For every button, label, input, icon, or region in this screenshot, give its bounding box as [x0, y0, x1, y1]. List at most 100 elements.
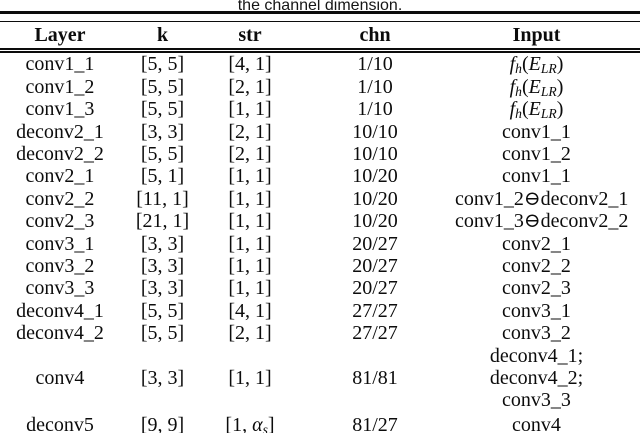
cell-str: [1, 1]: [228, 165, 272, 188]
cell-layer: deconv4_2: [16, 322, 104, 345]
cell-chn: 1/10: [357, 75, 393, 98]
cell-str: [1, 1]: [228, 98, 272, 121]
cell-input: conv3_2: [502, 322, 571, 345]
cell-k: [3, 3]: [140, 255, 185, 278]
cell-layer: conv3_1: [25, 232, 95, 255]
header-row: Layer k str chn Input: [0, 22, 640, 54]
table-row: conv3_1 [3, 3] [1, 1] 20/27 conv2_1: [0, 233, 640, 255]
column-header-input: Input: [455, 22, 640, 54]
cell-input: fh(ELR): [509, 98, 564, 122]
table-row: conv4 [3, 3] [1, 1] 81/81 deconv4_1; deconv4…: [0, 345, 640, 412]
cell-k: [5, 1]: [140, 165, 185, 188]
cell-layer: deconv2_1: [16, 120, 104, 143]
cell-layer: conv1_1: [25, 53, 95, 76]
cell-input: conv2_3: [502, 277, 571, 300]
table-row: conv2_3 [21, 1] [1, 1] 10/20 conv1_3⊖deconv2…: [0, 210, 640, 232]
cell-k: [3, 3]: [140, 232, 185, 255]
table-row: deconv2_2 [5, 5] [2, 1] 10/10 conv1_2: [0, 143, 640, 165]
cell-layer: deconv4_1: [16, 299, 104, 322]
cell-input: conv1_1: [502, 165, 571, 188]
table-row: conv1_2 [5, 5] [2, 1] 1/10 fh(ELR): [0, 76, 640, 98]
cell-input: conv3_1: [502, 299, 571, 322]
cell-input: conv1_2: [502, 143, 571, 166]
cell-input: fh(ELR): [509, 53, 564, 77]
table-row: conv2_1 [5, 1] [1, 1] 10/20 conv1_1: [0, 165, 640, 187]
table-row: conv3_2 [3, 3] [1, 1] 20/27 conv2_2: [0, 255, 640, 277]
table-row: deconv4_2 [5, 5] [2, 1] 27/27 conv3_2: [0, 322, 640, 344]
cell-layer: conv2_2: [25, 187, 95, 210]
cell-input: conv1_3⊖deconv2_2: [455, 210, 629, 233]
cell-str: [1, 1]: [228, 255, 272, 278]
cell-k: [5, 5]: [140, 98, 185, 121]
cell-k: [9, 9]: [140, 413, 185, 433]
cell-chn: 1/10: [357, 98, 393, 121]
table-row: conv1_3 [5, 5] [1, 1] 1/10 fh(ELR): [0, 98, 640, 120]
cell-layer: conv2_1: [25, 165, 95, 188]
cell-input: conv1_1: [502, 120, 571, 143]
cell-layer: conv1_2: [25, 75, 95, 98]
cell-layer: conv4: [35, 367, 85, 390]
cell-k: [21, 1]: [135, 210, 190, 233]
table-row: conv2_2 [11, 1] [1, 1] 10/20 conv1_2⊖deconv2…: [0, 188, 640, 210]
cell-chn: 27/27: [352, 299, 398, 322]
cell-chn: 10/10: [352, 143, 398, 166]
cell-str: [4, 1]: [228, 299, 272, 322]
cell-str: [1, 1]: [228, 277, 272, 300]
cell-chn: 10/20: [352, 210, 398, 233]
table-row: conv3_3 [3, 3] [1, 1] 20/27 conv2_3: [0, 277, 640, 299]
table-row: deconv4_1 [5, 5] [4, 1] 27/27 conv3_1: [0, 300, 640, 322]
cell-chn: 20/27: [352, 232, 398, 255]
network-architecture-table: Layer k str chn Input conv1_1 [5, 5] [4, 1…: [0, 22, 640, 433]
cell-str: [2, 1]: [228, 322, 272, 345]
cell-k: [5, 5]: [140, 53, 185, 76]
cell-str: [1, 1]: [228, 210, 272, 233]
cell-k: [3, 3]: [140, 120, 185, 143]
cell-input: conv4: [512, 413, 561, 433]
cell-str: [1, 1]: [228, 232, 272, 255]
column-header-layer: Layer: [0, 22, 120, 54]
cell-str: [1, αs]: [225, 413, 275, 433]
top-rule-thin: [0, 20, 640, 23]
cell-chn: 27/27: [352, 322, 398, 345]
cell-str: [2, 1]: [228, 120, 272, 143]
cell-chn: 81/81: [352, 367, 398, 390]
table-caption: the channel dimension.: [237, 0, 403, 14]
cell-str: [1, 1]: [228, 187, 272, 210]
cell-k: [5, 5]: [140, 299, 185, 322]
cell-chn: 10/20: [352, 187, 398, 210]
cell-layer: deconv2_2: [16, 143, 104, 166]
cell-input: conv2_2: [502, 255, 571, 278]
cell-input: fh(ELR): [509, 75, 564, 99]
cell-layer: conv1_3: [25, 98, 95, 121]
table-row: deconv5 [9, 9] [1, αs] 81/27 conv4: [0, 412, 640, 433]
cell-chn: 81/27: [352, 413, 398, 433]
table-row: deconv2_1 [3, 3] [2, 1] 10/10 conv1_1: [0, 121, 640, 143]
top-rule-thick: [0, 11, 640, 14]
cell-chn: 1/10: [357, 53, 393, 76]
cell-k: [5, 5]: [140, 143, 185, 166]
cell-chn: 10/10: [352, 120, 398, 143]
cell-k: [3, 3]: [140, 367, 185, 390]
column-header-str: str: [205, 22, 295, 54]
cell-k: [5, 5]: [140, 322, 185, 345]
cell-layer: conv3_2: [25, 255, 95, 278]
cell-input: conv1_2⊖deconv2_1: [455, 187, 629, 210]
cell-k: [3, 3]: [140, 277, 185, 300]
cell-chn: 10/20: [352, 165, 398, 188]
cell-str: [2, 1]: [228, 143, 272, 166]
table-body: conv1_1 [5, 5] [4, 1] 1/10 fh(ELR) conv1_2 [5,…: [0, 51, 640, 433]
cell-k: [5, 5]: [140, 75, 185, 98]
cell-str: [1, 1]: [228, 367, 272, 390]
cell-chn: 20/27: [352, 255, 398, 278]
cell-input: conv2_1: [502, 232, 571, 255]
cell-layer: conv3_3: [25, 277, 95, 300]
column-header-k: k: [120, 22, 205, 54]
column-header-chn: chn: [295, 22, 455, 54]
cell-k: [11, 1]: [136, 187, 189, 210]
cell-chn: 20/27: [352, 277, 398, 300]
cell-str: [2, 1]: [228, 75, 272, 98]
table-row: conv1_1 [5, 5] [4, 1] 1/10 fh(ELR): [0, 51, 640, 76]
cell-layer: conv2_3: [25, 210, 95, 233]
cell-layer: deconv5: [26, 413, 94, 433]
